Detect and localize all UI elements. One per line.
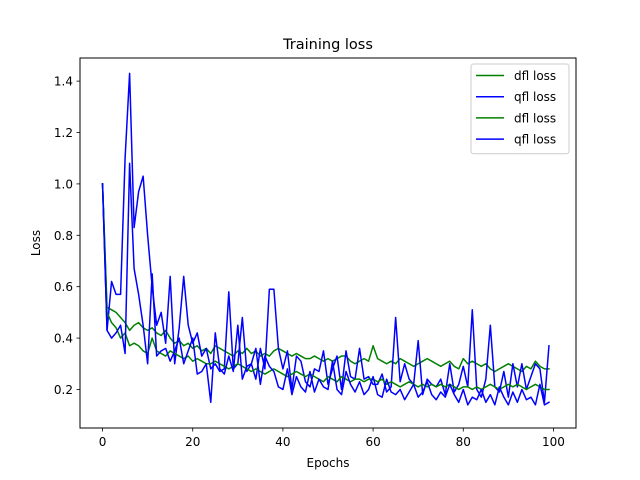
x-tick-label: 100 xyxy=(542,435,565,449)
x-tick-label: 40 xyxy=(275,435,290,449)
chart-title: Training loss xyxy=(282,37,373,53)
axes-frame xyxy=(79,57,577,429)
x-tick-label: 80 xyxy=(456,435,471,449)
y-tick-label: 0.8 xyxy=(54,229,73,243)
x-axis-label: Epochs xyxy=(307,456,350,470)
x-tick-label: 20 xyxy=(185,435,200,449)
legend-label: qfl loss xyxy=(514,133,556,147)
y-tick-label: 1.2 xyxy=(54,126,73,140)
series-line-3 xyxy=(101,183,550,391)
series-line-4 xyxy=(101,162,550,406)
legend-label: dfl loss xyxy=(514,111,556,125)
y-tick-label: 0.4 xyxy=(54,332,73,346)
axis-ticks: 0 20 40 60 80 100 0.2 0.4 0.6 0.8 1.0 1.2 1.4 xyxy=(54,75,565,449)
legend-box xyxy=(470,63,570,155)
legend: dfl loss qfl loss dfl loss qfl loss xyxy=(470,63,570,155)
y-tick-label: 1.4 xyxy=(54,75,73,89)
y-tick-label: 1.0 xyxy=(54,177,73,191)
y-tick-label: 0.6 xyxy=(54,280,73,294)
y-tick-label: 0.2 xyxy=(54,383,73,397)
x-tick-label: 0 xyxy=(99,435,107,449)
y-axis-label: Loss xyxy=(29,230,43,256)
legend-label: dfl loss xyxy=(514,69,556,83)
legend-label: qfl loss xyxy=(514,90,556,104)
x-tick-label: 60 xyxy=(365,435,380,449)
plot-area xyxy=(101,72,550,406)
